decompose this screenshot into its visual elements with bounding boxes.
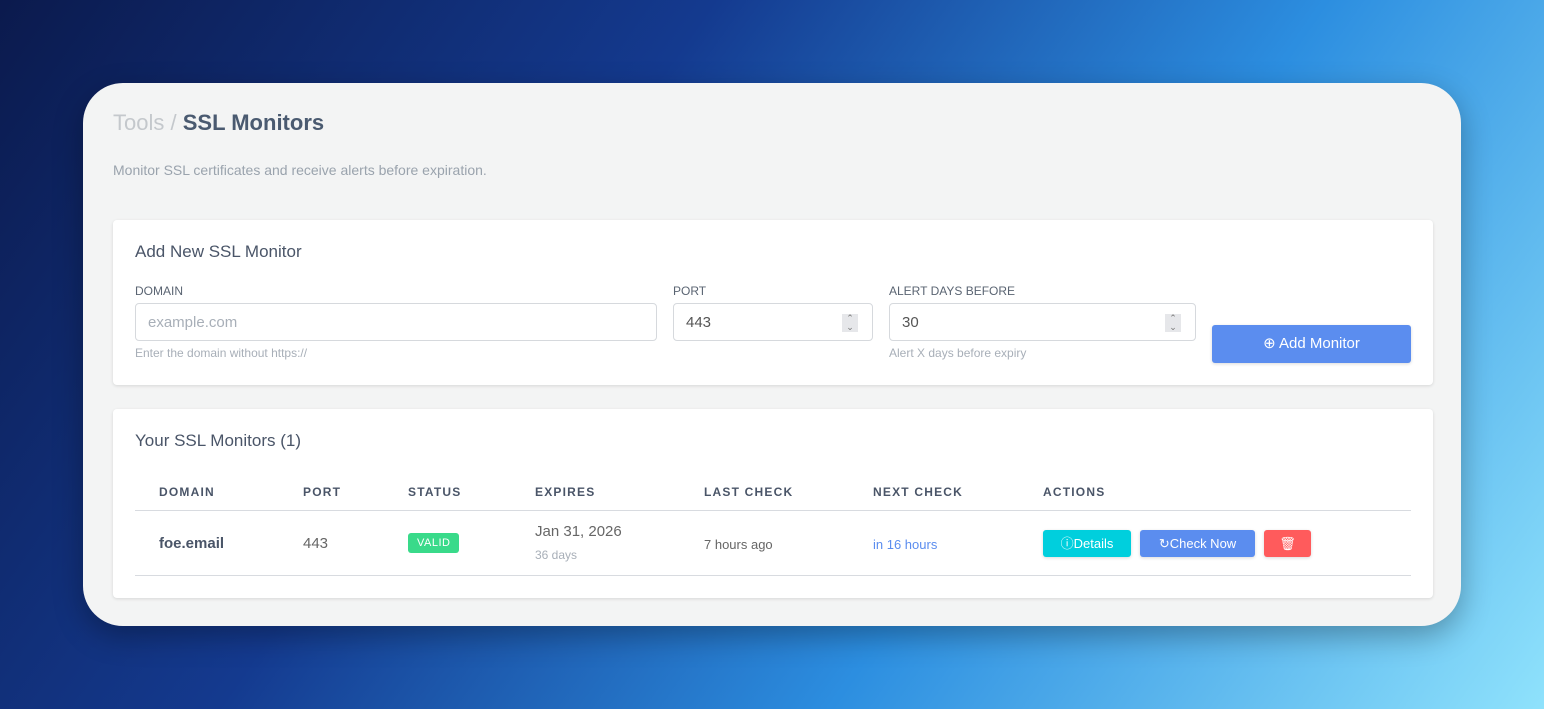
domain-hint: Enter the domain without https://	[135, 346, 308, 360]
details-button[interactable]: ⓘDetails	[1043, 530, 1131, 557]
row-expires: Jan 31, 2026	[535, 523, 622, 540]
stepper-icon[interactable]: ⌃ ⌄	[842, 314, 858, 332]
card-title: Add New SSL Monitor	[135, 242, 302, 261]
column-header: STATUS	[408, 485, 462, 499]
domain-input[interactable]: example.com	[135, 303, 657, 341]
alert-days-input[interactable]: 30 ⌃ ⌄	[889, 303, 1196, 341]
plus-circle-icon: ⊕	[1263, 335, 1276, 352]
details-label: Details	[1073, 536, 1114, 551]
check-now-button[interactable]: ↻Check Now	[1140, 530, 1255, 557]
row-next-check: in 16 hours	[873, 537, 938, 552]
page-subtitle: Monitor SSL certificates and receive ale…	[113, 162, 487, 178]
trash-icon: 🗑	[1279, 536, 1296, 551]
delete-button[interactable]: 🗑	[1264, 530, 1311, 557]
column-header: EXPIRES	[535, 485, 596, 499]
add-monitor-card: Add New SSL Monitor DOMAIN example.com E…	[113, 220, 1433, 385]
breadcrumb: Tools / SSL Monitors	[113, 110, 324, 136]
column-header: DOMAIN	[159, 485, 215, 499]
add-monitor-button[interactable]: ⊕ Add Monitor	[1212, 325, 1411, 363]
column-header: ACTIONS	[1043, 485, 1106, 499]
row-port: 443	[303, 535, 329, 552]
row-expires-days: 36 days	[535, 548, 578, 562]
column-header: LAST CHECK	[704, 485, 794, 499]
breadcrumb-parent[interactable]: Tools	[113, 110, 165, 135]
breadcrumb-separator: /	[170, 110, 177, 135]
add-monitor-label: Add Monitor	[1279, 335, 1360, 352]
port-label: PORT	[673, 284, 707, 298]
domain-label: DOMAIN	[135, 284, 183, 298]
divider	[135, 510, 1411, 511]
alert-days-value: 30	[902, 314, 919, 331]
status-badge: VALID	[408, 533, 460, 553]
info-icon: ⓘ	[1060, 536, 1074, 551]
check-now-label: Check Now	[1169, 536, 1237, 551]
alert-days-hint: Alert X days before expiry	[889, 346, 1027, 360]
alert-days-label: ALERT DAYS BEFORE	[889, 284, 1016, 298]
refresh-icon: ↻	[1158, 536, 1170, 551]
column-header: PORT	[303, 485, 342, 499]
row-domain: foe.email	[159, 535, 225, 552]
port-input[interactable]: 443 ⌃ ⌄	[673, 303, 873, 341]
page-title: SSL Monitors	[182, 110, 325, 135]
card-title: Your SSL Monitors (1)	[135, 431, 301, 450]
stepper-icon[interactable]: ⌃ ⌄	[1165, 314, 1181, 332]
app-window: Tools / SSL Monitors Monitor SSL certifi…	[83, 83, 1461, 626]
column-header: NEXT CHECK	[873, 485, 964, 499]
row-last-check: 7 hours ago	[704, 537, 773, 552]
port-value: 443	[686, 314, 712, 331]
divider	[135, 575, 1411, 576]
monitors-card: Your SSL Monitors (1) DOMAIN PORT STATUS…	[113, 409, 1433, 598]
